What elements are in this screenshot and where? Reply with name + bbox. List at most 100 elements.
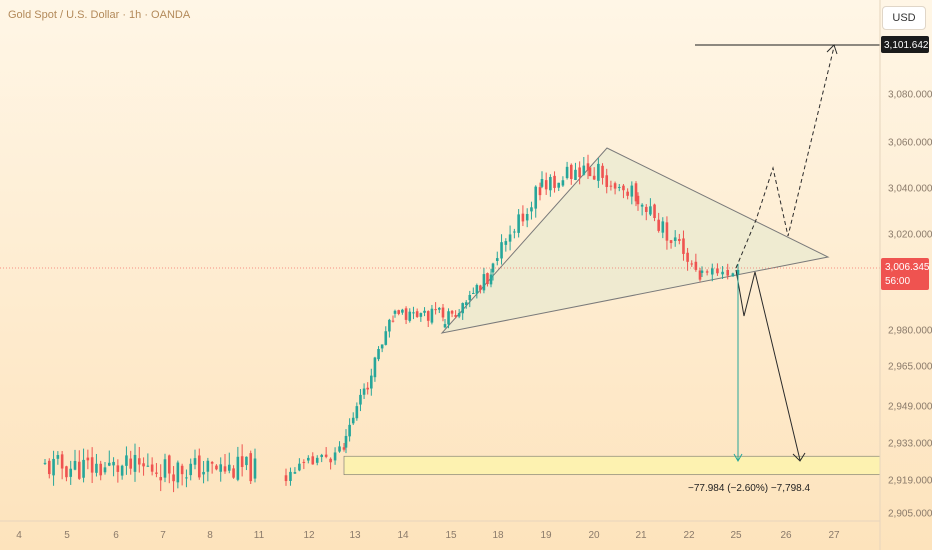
candle-body (649, 206, 652, 215)
candle-body (731, 273, 735, 277)
candle-body (125, 455, 128, 466)
x-tick-label: 5 (64, 530, 70, 541)
candle-body (189, 463, 193, 476)
candle-body (377, 349, 380, 360)
x-tick-label: 6 (113, 530, 119, 541)
candle-body (622, 185, 625, 191)
candle-body (338, 446, 341, 452)
candle-body (508, 234, 512, 242)
x-axis: 4 5 6 7 8 11 12 13 14 15 18 19 20 21 22 25 26 27 (0, 520, 880, 541)
candle-body (289, 471, 292, 481)
candle-body (95, 463, 98, 473)
candle-body (441, 307, 445, 318)
candle-body (495, 258, 499, 261)
candle-body (700, 270, 704, 273)
measure-arrowhead (733, 453, 743, 463)
candle-body (479, 285, 482, 290)
x-tick-label: 20 (588, 530, 600, 541)
candle-body (534, 186, 538, 209)
candle-body (634, 183, 638, 202)
candle-body (47, 460, 51, 475)
candle-body (116, 465, 120, 472)
candle-body (540, 179, 544, 187)
candle-body (401, 309, 404, 313)
candle-body (450, 310, 454, 314)
candle-body (219, 464, 223, 472)
candle-body (513, 231, 516, 233)
candle-body (43, 462, 47, 464)
currency-button[interactable]: USD (882, 6, 926, 30)
y-tick-label: 3,020.000 (888, 230, 932, 241)
current-price-label: 3,006.345 (885, 262, 930, 273)
candle-body (359, 394, 362, 405)
candle-body (362, 388, 366, 395)
x-tick-label: 19 (540, 530, 552, 541)
candle-body (393, 310, 397, 314)
candle-body (103, 467, 107, 473)
measure-label: −77.984 (−2.60%) −7,798.4 (688, 483, 810, 494)
x-tick-label: 11 (254, 530, 265, 541)
candle-body (320, 454, 323, 458)
candle-body (370, 375, 373, 389)
candle-body (705, 271, 709, 273)
candle-body (500, 242, 503, 259)
candle-body (384, 331, 388, 345)
candle-body (215, 465, 218, 470)
annotation-layer: −77.984 (−2.60%) −7,798.4 (0, 44, 880, 494)
y-tick-label: 2,965.000 (888, 362, 932, 373)
candle-body (415, 311, 419, 317)
candle-body (236, 456, 240, 480)
candle-body (653, 204, 656, 219)
target-price-label: 3,101.642 (884, 40, 929, 51)
candle-body (553, 175, 556, 188)
candle-body (112, 461, 115, 466)
candle-body (682, 238, 685, 254)
candle-body (464, 302, 468, 305)
candle-body (302, 461, 306, 463)
candle-body (253, 458, 257, 479)
candle-body (52, 458, 55, 476)
candle-body (333, 452, 337, 461)
candle-body (544, 180, 548, 190)
candle-body (351, 417, 355, 424)
candle-body (82, 459, 85, 478)
candle-body (489, 274, 493, 285)
candle-body (678, 238, 681, 241)
candle-body (690, 263, 694, 265)
candle-body (468, 294, 472, 301)
candle-body (159, 477, 163, 481)
y-tick-label: 2,933.000 (888, 439, 932, 450)
candle-body (249, 453, 253, 482)
y-tick-label: 2,949.000 (888, 402, 932, 413)
candle-body (609, 185, 613, 187)
candle-body (525, 213, 529, 221)
candle-body (366, 387, 369, 390)
y-tick-label: 3,080.000 (888, 90, 932, 101)
x-tick-label: 21 (635, 530, 647, 541)
candle-body (167, 455, 171, 474)
candle-body (475, 285, 479, 294)
candle-body (578, 167, 581, 178)
candle-body (673, 237, 677, 241)
candle-body (601, 165, 604, 178)
candle-body (307, 457, 310, 461)
target-price-box (881, 36, 929, 53)
candle-body (538, 187, 542, 196)
candle-body (574, 169, 577, 181)
candle-body (342, 447, 346, 450)
candle-body (150, 464, 154, 472)
candle-body (56, 455, 60, 459)
candle-body (240, 456, 244, 468)
candle-body (69, 468, 73, 477)
candle-body (657, 219, 660, 231)
x-tick-label: 8 (207, 530, 213, 541)
candle-body (698, 270, 702, 280)
candle-body (344, 435, 348, 448)
candle-body (461, 303, 464, 314)
candle-body (457, 313, 461, 317)
candle-body (726, 269, 730, 276)
candle-body (716, 268, 719, 274)
candle-body (373, 357, 377, 378)
candle-body (223, 466, 227, 472)
